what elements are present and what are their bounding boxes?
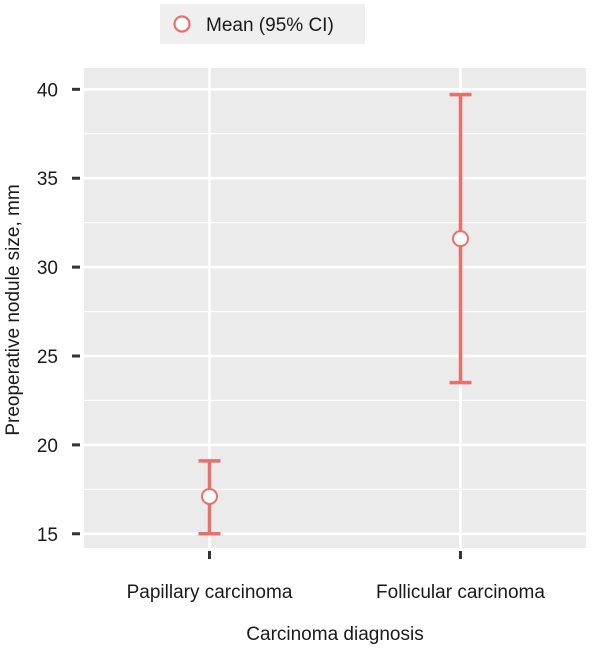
plot-panel — [84, 68, 586, 548]
mean-point — [452, 230, 469, 248]
y-axis-ticks — [72, 87, 80, 536]
legend-marker — [173, 15, 191, 33]
x-axis-tick-labels: Papillary carcinoma Follicular carcinoma — [127, 582, 546, 603]
y-tick-label: 15 — [37, 525, 58, 546]
grid-minor — [84, 133, 586, 490]
y-tick-label: 40 — [37, 80, 58, 101]
y-tick-label: 20 — [37, 436, 58, 457]
x-axis-title: Carcinoma diagnosis — [246, 624, 423, 645]
x-tick-label: Papillary carcinoma — [127, 582, 293, 603]
y-axis-title: Preoperative nodule size, mm — [3, 184, 24, 435]
x-axis-ticks — [208, 551, 462, 559]
y-tick-label: 35 — [37, 169, 58, 190]
series-mean-ci — [198, 92, 472, 536]
y-tick-label: 25 — [37, 347, 58, 368]
mean-point — [201, 487, 218, 505]
legend-background — [160, 4, 365, 44]
x-tick-label: Follicular carcinoma — [376, 582, 545, 603]
y-tick-label: 30 — [37, 258, 58, 279]
legend-label: Mean (95% CI) — [206, 15, 334, 36]
legend: Mean (95% CI) — [160, 4, 365, 44]
grid-major — [84, 68, 586, 548]
y-axis-tick-labels: 15 20 25 30 35 40 — [37, 80, 58, 545]
